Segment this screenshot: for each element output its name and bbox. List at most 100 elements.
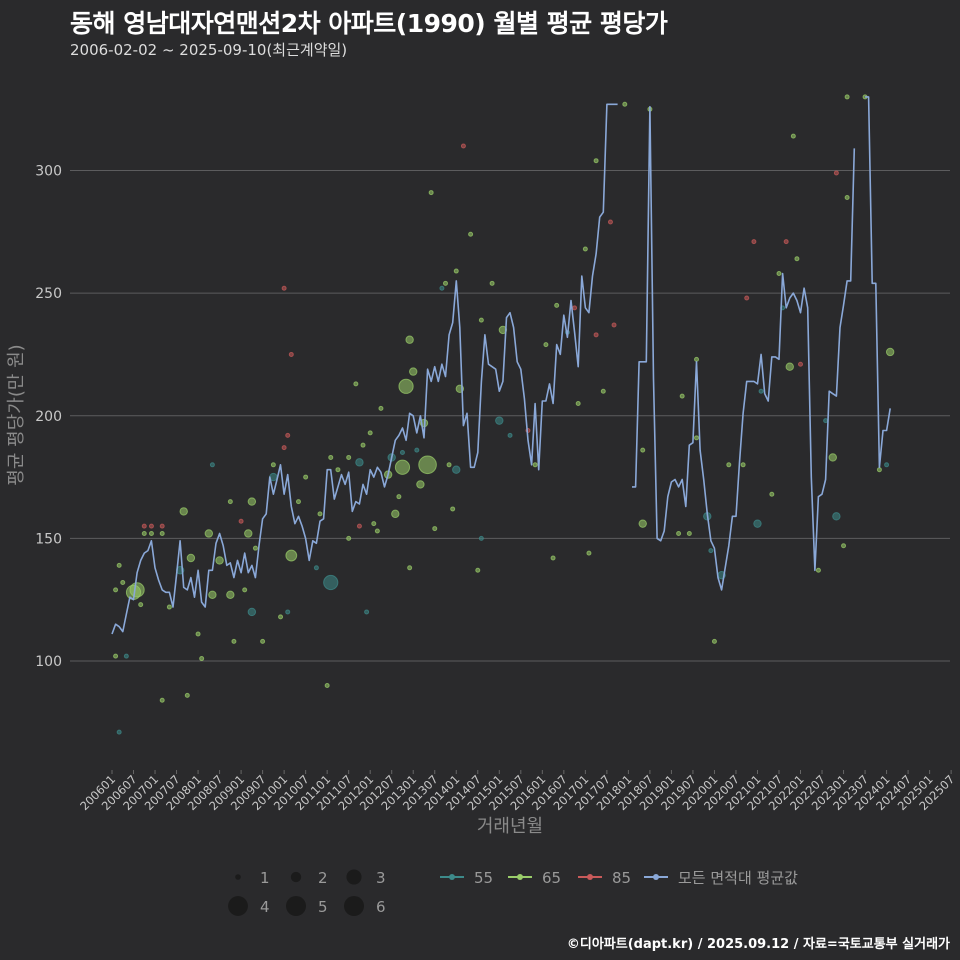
data-point-area65	[638, 519, 647, 528]
legend-label-area65: 65	[542, 869, 561, 887]
data-point-area55	[753, 519, 762, 528]
data-point-area65	[575, 400, 581, 406]
data-point-area65	[360, 442, 366, 448]
data-point-area65	[252, 545, 258, 551]
data-point-area55	[439, 285, 445, 291]
data-point-area65	[113, 587, 119, 593]
data-point-area85	[460, 143, 466, 149]
data-point-area65	[159, 530, 165, 536]
chart-title: 동해 영남대자연맨션2차 아파트(1990) 월별 평균 평당가	[70, 9, 668, 38]
data-point-area65	[260, 638, 266, 644]
data-point-area65	[407, 565, 413, 571]
scatter-points	[113, 94, 895, 735]
avg-line-segment-2	[632, 105, 856, 591]
y-axis-ticks: 100 150 200 250 300	[35, 164, 62, 671]
data-point-area55	[414, 447, 420, 453]
data-point-area65	[148, 530, 154, 536]
data-point-area55	[247, 607, 257, 617]
data-point-area65	[374, 528, 380, 534]
data-point-area65	[844, 194, 850, 200]
data-point-area65	[468, 231, 474, 237]
data-point-area65	[378, 405, 384, 411]
data-point-area85	[238, 518, 244, 524]
data-point-area65	[416, 480, 425, 489]
legend-size-marker	[290, 871, 302, 883]
data-point-area65	[394, 459, 411, 475]
data-point-area65	[554, 302, 560, 308]
legend-dot-area55	[449, 874, 455, 880]
data-point-area85	[744, 295, 750, 301]
source-caption: ©디아파트(dapt.kr) / 2025.09.12 / 자료=국토교통부 실…	[566, 937, 950, 952]
data-point-area55	[832, 512, 841, 521]
y-axis-title: 평균 평당가(만 원)	[6, 344, 27, 485]
data-point-area65	[353, 381, 359, 387]
data-point-area65	[694, 356, 700, 362]
data-point-area55	[478, 535, 484, 541]
data-point-area55	[452, 465, 461, 474]
data-point-area65	[475, 567, 481, 573]
data-point-area65	[428, 190, 434, 196]
data-point-area65	[532, 462, 538, 468]
data-point-area65	[346, 535, 352, 541]
data-point-area65	[640, 447, 646, 453]
data-point-area65	[346, 454, 352, 460]
data-point-area85	[281, 445, 287, 451]
data-point-area55	[123, 653, 129, 659]
legend-dot-area65	[517, 874, 523, 880]
data-point-area65	[398, 378, 414, 394]
data-point-area65	[740, 462, 746, 468]
legend-size-marker	[228, 896, 248, 916]
data-point-area65	[138, 602, 144, 608]
data-point-area55	[355, 458, 364, 467]
data-point-area55	[758, 388, 764, 394]
legend-size-label: 2	[318, 869, 328, 887]
data-point-area65	[582, 246, 588, 252]
data-point-area65	[244, 529, 253, 538]
data-point-area65	[442, 280, 448, 286]
average-line	[111, 96, 891, 635]
x-axis-ticks: 2006012006072007012007072008012008072009…	[77, 770, 957, 813]
data-point-area85	[141, 523, 147, 529]
data-point-area85	[148, 523, 154, 529]
data-point-area55	[708, 548, 714, 554]
data-point-area55	[507, 432, 513, 438]
data-point-area55	[323, 574, 339, 591]
data-point-area55	[116, 729, 122, 735]
data-point-area55	[823, 418, 829, 424]
data-point-area55	[495, 416, 504, 425]
data-point-area65	[885, 347, 895, 357]
legend-size-marker	[286, 896, 306, 916]
data-point-area65	[328, 454, 334, 460]
legend-size-label: 6	[376, 898, 386, 916]
data-point-area65	[711, 638, 717, 644]
data-point-area85	[783, 239, 789, 245]
y-tick-label: 250	[35, 286, 62, 302]
data-point-area85	[798, 361, 804, 367]
data-point-area85	[611, 322, 617, 328]
data-point-area55	[209, 462, 215, 468]
data-point-area65	[324, 683, 330, 689]
legend-label-area85: 85	[612, 869, 631, 887]
data-point-area55	[313, 565, 319, 571]
data-point-area65	[876, 467, 882, 473]
data-point-area65	[450, 506, 456, 512]
data-point-area65	[405, 335, 414, 344]
y-tick-label: 150	[35, 531, 62, 547]
data-point-area55	[364, 609, 370, 615]
legend-size-marker	[344, 896, 364, 916]
data-point-area85	[593, 332, 599, 338]
data-point-area65	[478, 317, 484, 323]
legend-size-marker	[346, 869, 362, 885]
data-point-area65	[120, 580, 126, 586]
data-point-area65	[186, 553, 196, 563]
data-point-area65	[785, 362, 794, 371]
data-point-area85	[288, 351, 294, 357]
data-point-area65	[199, 656, 205, 662]
data-point-area85	[751, 239, 757, 245]
data-point-area65	[317, 511, 323, 517]
data-point-area65	[446, 462, 452, 468]
data-point-area65	[600, 388, 606, 394]
data-point-area65	[113, 653, 119, 659]
legend-size-label: 3	[376, 869, 386, 887]
data-point-area65	[285, 549, 298, 562]
